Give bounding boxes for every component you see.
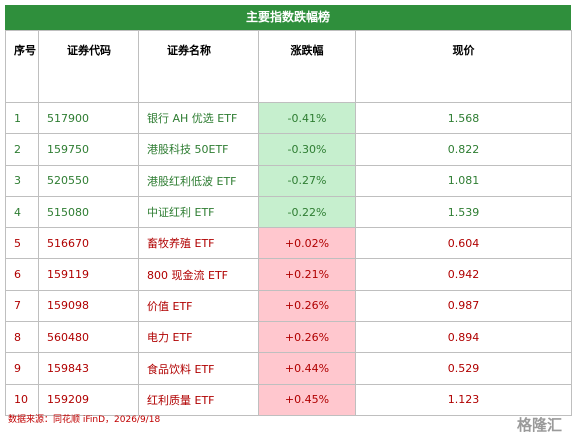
column-header: 证券代码 [38, 30, 139, 103]
table-row: 8 560480 电力 ETF +0.26% 0.894 [5, 321, 572, 354]
column-header: 涨跌幅 [258, 30, 356, 103]
table-cell: 1 [5, 101, 39, 135]
table-cell: 4 [5, 195, 39, 229]
table-cell: 517900 [38, 101, 139, 135]
table-cell: 6 [5, 258, 39, 291]
column-header: 证券名称 [138, 30, 259, 103]
table-cell: -0.27% [258, 164, 356, 197]
table-cell: 中证红利 ETF [138, 195, 259, 229]
table-row: 5 516670 畜牧养殖 ETF +0.02% 0.604 [5, 227, 572, 260]
table-cell: 电力 ETF [138, 321, 259, 354]
table-cell: 0.894 [355, 321, 572, 354]
table-cell: 港股红利低波 ETF [138, 164, 259, 197]
table-wrap: 主要指数跌幅榜 序号 证券代码 证券名称 涨跌幅 现价 1 517900 银行 AH 优选 … [5, 5, 572, 416]
table-cell: 1.123 [355, 383, 572, 416]
table-cell: 159119 [38, 258, 139, 291]
table-cell: -0.41% [258, 101, 356, 135]
table-cell: 0.987 [355, 289, 572, 323]
table-cell: -0.30% [258, 133, 356, 166]
column-header: 序号 [5, 30, 39, 103]
table-cell: +0.02% [258, 227, 356, 260]
table-cell: 3 [5, 164, 39, 197]
table-title: 主要指数跌幅榜 [5, 5, 571, 30]
table-cell: 560480 [38, 321, 139, 354]
table-cell: 800 现金流 ETF [138, 258, 259, 291]
table-row: 7 159098 价值 ETF +0.26% 0.987 [5, 289, 572, 323]
table-cell: +0.44% [258, 352, 356, 385]
column-header: 现价 [355, 30, 572, 103]
table-cell: 159750 [38, 133, 139, 166]
table-cell: 银行 AH 优选 ETF [138, 101, 259, 135]
table-cell: 价值 ETF [138, 289, 259, 323]
table-row: 4 515080 中证红利 ETF -0.22% 1.539 [5, 195, 572, 229]
table-row: 3 520550 港股红利低波 ETF -0.27% 1.081 [5, 164, 572, 197]
table-cell: 5 [5, 227, 39, 260]
table-body: 1 517900 银行 AH 优选 ETF -0.41% 1.568 2 159750 港股科… [5, 101, 572, 416]
table-cell: +0.45% [258, 383, 356, 416]
table-cell: 1.539 [355, 195, 572, 229]
table-cell: 0.942 [355, 258, 572, 291]
table-cell: -0.22% [258, 195, 356, 229]
table-row: 1 517900 银行 AH 优选 ETF -0.41% 1.568 [5, 101, 572, 135]
table-cell: 520550 [38, 164, 139, 197]
table-cell: 红利质量 ETF [138, 383, 259, 416]
table-cell: 516670 [38, 227, 139, 260]
table-cell: 食品饮料 ETF [138, 352, 259, 385]
table-cell: +0.26% [258, 289, 356, 323]
table-cell: 畜牧养殖 ETF [138, 227, 259, 260]
table-cell: 9 [5, 352, 39, 385]
table-cell: 0.529 [355, 352, 572, 385]
table-cell: 1.081 [355, 164, 572, 197]
table-cell: 0.822 [355, 133, 572, 166]
table-cell: +0.26% [258, 321, 356, 354]
table-cell: 8 [5, 321, 39, 354]
table-cell: 10 [5, 383, 39, 416]
watermark: 格隆汇 [516, 416, 562, 434]
table-row: 6 159119 800 现金流 ETF +0.21% 0.942 [5, 258, 572, 291]
table-cell: 港股科技 50ETF [138, 133, 259, 166]
table-cell: 1.568 [355, 101, 572, 135]
table-row: 2 159750 港股科技 50ETF -0.30% 0.822 [5, 133, 572, 166]
data-table: 序号 证券代码 证券名称 涨跌幅 现价 1 517900 银行 AH 优选 ETF -0.41… [5, 30, 572, 416]
table-cell: +0.21% [258, 258, 356, 291]
source-note: 数据来源：同花顺 iFinD，2026/9/18 [8, 415, 161, 425]
table-cell: 515080 [38, 195, 139, 229]
table-row: 9 159843 食品饮料 ETF +0.44% 0.529 [5, 352, 572, 385]
table-cell: 159098 [38, 289, 139, 323]
header-row: 序号 证券代码 证券名称 涨跌幅 现价 [5, 30, 572, 103]
table-cell: 159209 [38, 383, 139, 416]
table-cell: 0.604 [355, 227, 572, 260]
table-cell: 2 [5, 133, 39, 166]
table-cell: 159843 [38, 352, 139, 385]
table-cell: 7 [5, 289, 39, 323]
table-row: 10 159209 红利质量 ETF +0.45% 1.123 [5, 383, 572, 416]
